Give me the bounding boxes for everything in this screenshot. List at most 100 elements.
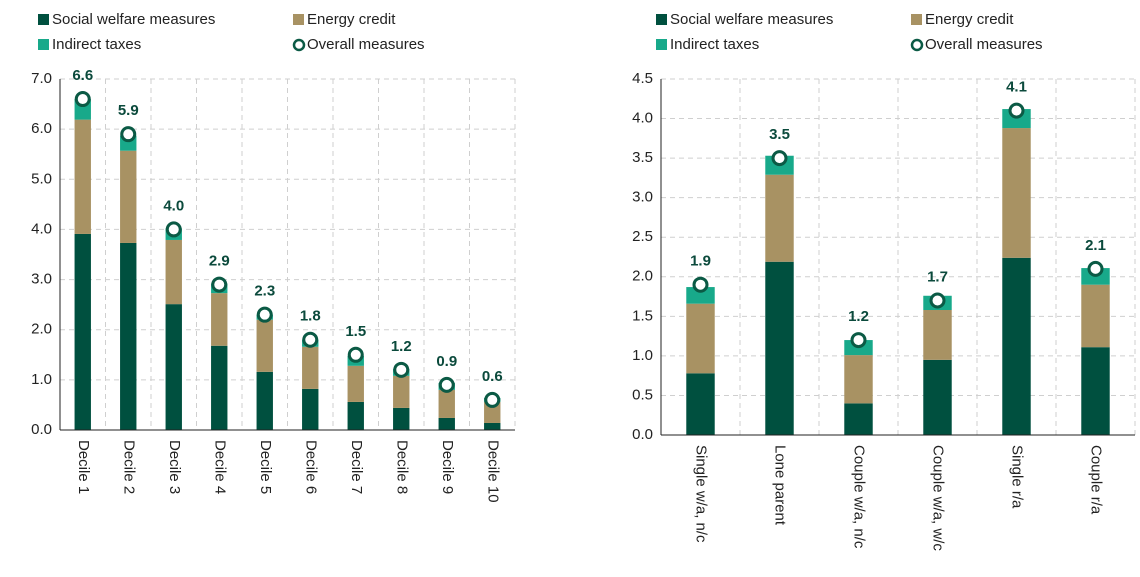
bar-segment [484,401,501,423]
bar-segment [302,388,319,430]
x-tick-label: Decile 3 [166,440,183,494]
x-tick-label: Decile 6 [302,440,319,494]
bar-segment [302,346,319,389]
overall-marker [211,276,228,293]
y-tick-label: 0.0 [632,426,653,443]
y-tick-label: 7.0 [31,70,52,87]
bar-segment [211,345,228,430]
bar-segment [923,310,952,360]
legend-marker [292,38,306,52]
bar-segment [1081,284,1110,348]
data-label: 6.6 [72,67,93,84]
data-label: 0.6 [482,368,503,385]
legend-label: Energy credit [307,11,396,28]
legend-label: Overall measures [307,36,425,53]
y-tick-label: 1.0 [31,371,52,388]
data-label: 0.9 [436,353,457,370]
chart: Social welfare measures Energy credit Indi… [31,11,516,503]
x-tick-label: Couple w/a, n/c [851,445,868,549]
bar-segment [211,293,228,346]
overall-marker [484,391,501,408]
data-label: 1.2 [848,308,869,325]
data-label: 1.9 [690,253,711,270]
bar-segment [120,242,137,430]
data-label: 4.0 [163,197,184,214]
data-label: 2.9 [209,253,230,270]
overall-marker [1087,260,1104,277]
x-tick-label: Decile 4 [211,440,228,494]
x-tick-label: Single r/a [1009,445,1026,509]
bar-segment [1002,257,1031,435]
bar-segment [347,401,364,430]
x-tick-label: Lone parent [772,445,789,526]
bar-segment [765,261,794,435]
bar-segment [165,239,182,305]
data-label: 3.5 [769,126,790,143]
data-label: 1.5 [345,323,366,340]
bar-segment [393,375,410,408]
bar-segment [393,407,410,430]
y-tick-label: 0.5 [632,386,653,403]
y-tick-label: 3.0 [632,189,653,206]
overall-marker [771,150,788,167]
legend-swatch [293,14,304,25]
y-tick-label: 0.0 [31,421,52,438]
data-label: 2.3 [254,283,275,300]
x-tick-label: Decile 5 [257,440,274,494]
bar-segment [165,304,182,430]
y-tick-label: 6.0 [31,120,52,137]
bar-segment [74,233,91,430]
x-tick-label: Couple w/a, w/c [930,445,947,551]
x-tick-label: Decile 7 [348,440,365,494]
legend-label: Social welfare measures [52,11,215,28]
overall-marker [438,376,455,393]
x-tick-label: Decile 10 [484,440,501,503]
bar-segment [256,371,273,430]
bar-segment [438,417,455,430]
data-label: 1.8 [300,308,321,325]
overall-marker [302,331,319,348]
overall-marker [929,292,946,309]
overall-marker [74,91,91,108]
legend-label: Overall measures [925,36,1043,53]
y-tick-label: 1.5 [632,307,653,324]
bar-segment [347,365,364,402]
bar-segment [484,422,501,430]
legend-label: Social welfare measures [670,11,833,28]
data-label: 1.7 [927,268,948,285]
overall-marker [692,276,709,293]
y-tick-label: 5.0 [31,170,52,187]
y-tick-label: 2.0 [31,321,52,338]
bar-segment [120,150,137,243]
y-tick-label: 1.0 [632,347,653,364]
y-tick-label: 2.0 [632,268,653,285]
y-tick-label: 4.0 [31,220,52,237]
bar-segment [1081,347,1110,435]
bar-segment [686,287,715,304]
legend-label: Indirect taxes [52,36,141,53]
y-tick-label: 2.5 [632,228,653,245]
legend-swatch [38,14,49,25]
data-label: 5.9 [118,102,139,119]
y-tick-label: 4.5 [632,70,653,87]
x-tick-label: Single w/a, n/c [693,445,710,543]
data-label: 2.1 [1085,237,1106,254]
y-tick-label: 4.0 [632,110,653,127]
bar-segment [686,373,715,435]
x-tick-label: Couple r/a [1088,445,1105,515]
overall-marker [393,361,410,378]
x-tick-label: Decile 2 [120,440,137,494]
bar-segment [923,359,952,435]
bar-segment [438,389,455,418]
bar-segment [256,319,273,372]
chart: Social welfare measures Energy credit Indi… [632,11,1136,551]
x-tick-label: Decile 8 [393,440,410,494]
bar-segment [844,355,873,404]
legend-label: Energy credit [925,11,1014,28]
legend-swatch [656,14,667,25]
overall-marker [850,332,867,349]
overall-marker [256,306,273,323]
legend-swatch [38,39,49,50]
x-tick-label: Decile 1 [75,440,92,494]
